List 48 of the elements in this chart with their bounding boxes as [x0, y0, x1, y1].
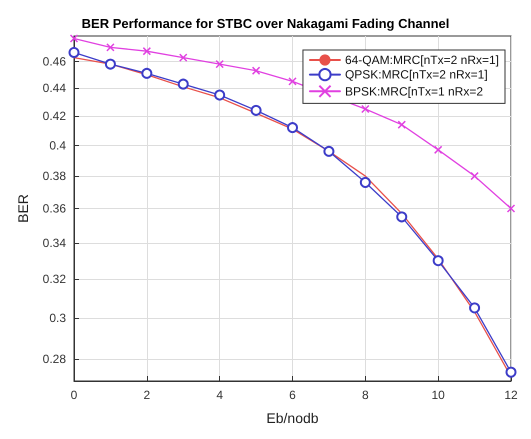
- y-tick-label: 0.3: [49, 310, 66, 325]
- y-tick-label: 0.36: [42, 202, 66, 216]
- x-axis-title: Eb/nodb: [266, 410, 319, 426]
- y-tick-label: 0.46: [42, 54, 66, 69]
- point: [68, 46, 80, 58]
- y-tick-label: 0.32: [42, 272, 66, 286]
- point: [214, 90, 226, 101]
- x-tick-label: 8: [362, 388, 369, 402]
- legend-label: QPSK:MRC[nTx=2 nRx=1]: [344, 68, 488, 82]
- legend-label: BPSK:MRC[nTx=1 nRx=2: [344, 84, 484, 98]
- point: [250, 104, 262, 116]
- y-tick-label: 0.4: [49, 138, 66, 152]
- point: [106, 43, 115, 52]
- point: [469, 302, 480, 314]
- point: [432, 255, 444, 266]
- point: [506, 366, 516, 378]
- point: [252, 66, 260, 75]
- point: [360, 176, 371, 188]
- point: [178, 78, 189, 90]
- point: [506, 204, 516, 213]
- x-tick-label: 0: [70, 388, 78, 402]
- point: [361, 104, 370, 114]
- y-tick-label: 0.42: [42, 109, 66, 124]
- point: [215, 60, 224, 68]
- point: [141, 68, 152, 79]
- point: [398, 120, 406, 129]
- point: [104, 58, 116, 70]
- y-tick-label: 0.34: [42, 236, 66, 250]
- y-axis-title: BER: [15, 194, 31, 223]
- y-tick-label: 0.28: [42, 352, 66, 366]
- point: [288, 77, 297, 86]
- y-tick-label: 0.38: [42, 169, 66, 184]
- x-tick-label: 4: [216, 388, 224, 402]
- legend-label: 64-QAM:MRC[nTx=2 nRx=1]: [344, 53, 500, 67]
- point: [396, 211, 408, 222]
- point: [434, 146, 442, 154]
- x-tick-label: 12: [504, 388, 518, 402]
- x-tick-label: 2: [143, 388, 150, 402]
- point: [142, 46, 152, 56]
- point: [179, 53, 188, 62]
- y-tick-label: 0.44: [42, 81, 66, 96]
- x-tick-label: 10: [431, 388, 446, 402]
- point: [323, 146, 334, 157]
- point: [70, 34, 78, 43]
- chart-title: BER Performance for STBC over Nakagami Fading Channel: [82, 16, 450, 31]
- point: [287, 122, 298, 134]
- point: [470, 172, 479, 180]
- x-tick-label: 6: [289, 388, 296, 402]
